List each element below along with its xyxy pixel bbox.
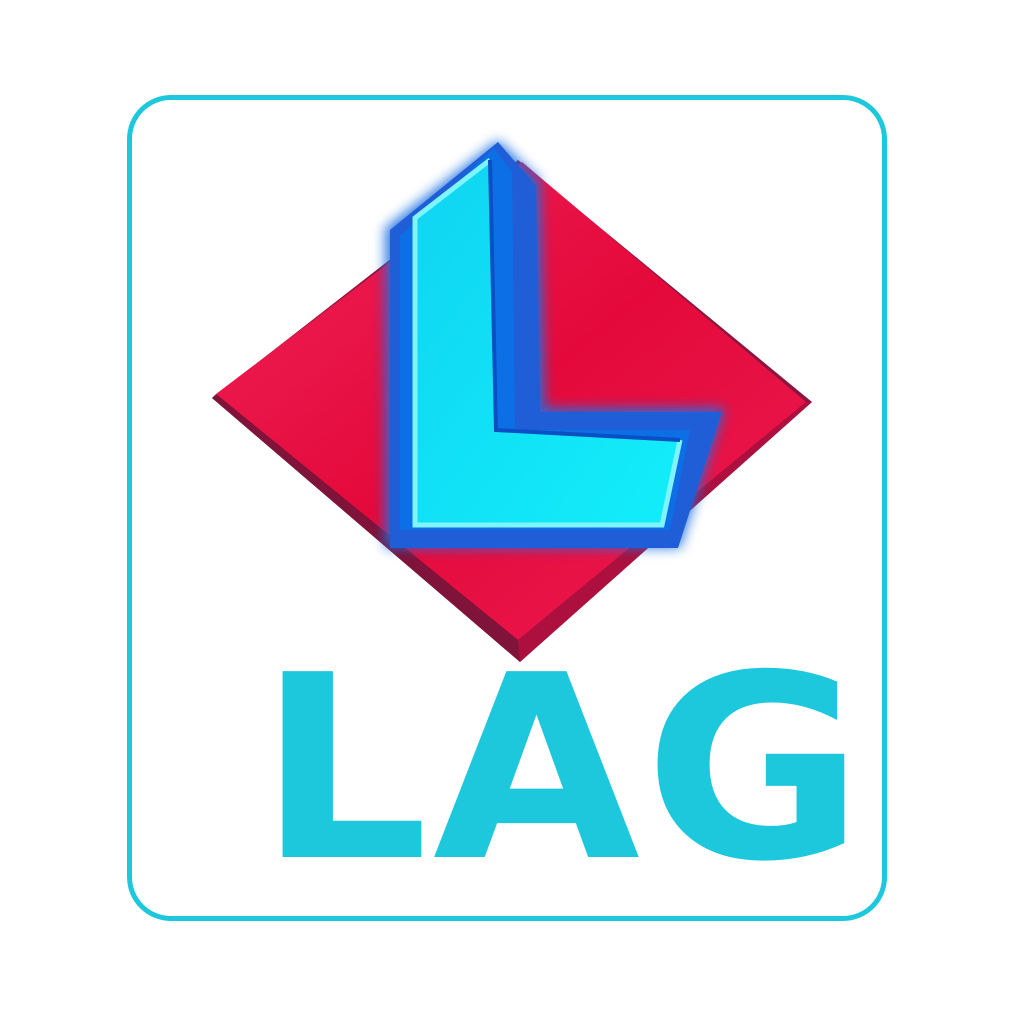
letter-l-mark bbox=[390, 142, 722, 548]
logo-frame bbox=[127, 95, 887, 921]
logo-wordmark: LAG bbox=[258, 621, 869, 918]
